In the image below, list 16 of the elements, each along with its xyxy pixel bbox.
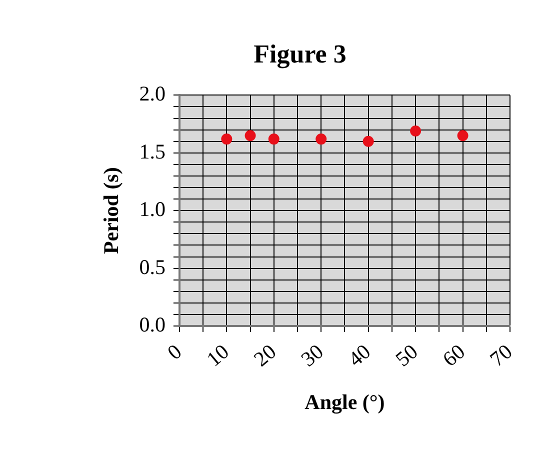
y-tick-label: 1.5 xyxy=(139,139,166,164)
x-tick-label: 10 xyxy=(202,339,234,372)
x-tick-label: 0 xyxy=(162,339,186,364)
y-axis-title: Period (s) xyxy=(99,167,124,254)
x-tick-label: 70 xyxy=(485,339,517,372)
y-tick-label: 2.0 xyxy=(139,82,166,106)
chart-title: Figure 3 xyxy=(254,39,346,68)
y-tick-label: 0.0 xyxy=(139,312,166,337)
y-tick-label: 0.5 xyxy=(139,254,166,279)
x-axis-title: Angle (°) xyxy=(304,390,385,414)
x-tick-label: 50 xyxy=(390,339,422,372)
x-tick-label: 60 xyxy=(438,339,470,372)
x-tick-label: 40 xyxy=(344,339,376,372)
x-tick-label: 20 xyxy=(249,339,281,372)
y-tick-label: 1.0 xyxy=(139,197,166,222)
x-tick-label: 30 xyxy=(296,339,328,372)
